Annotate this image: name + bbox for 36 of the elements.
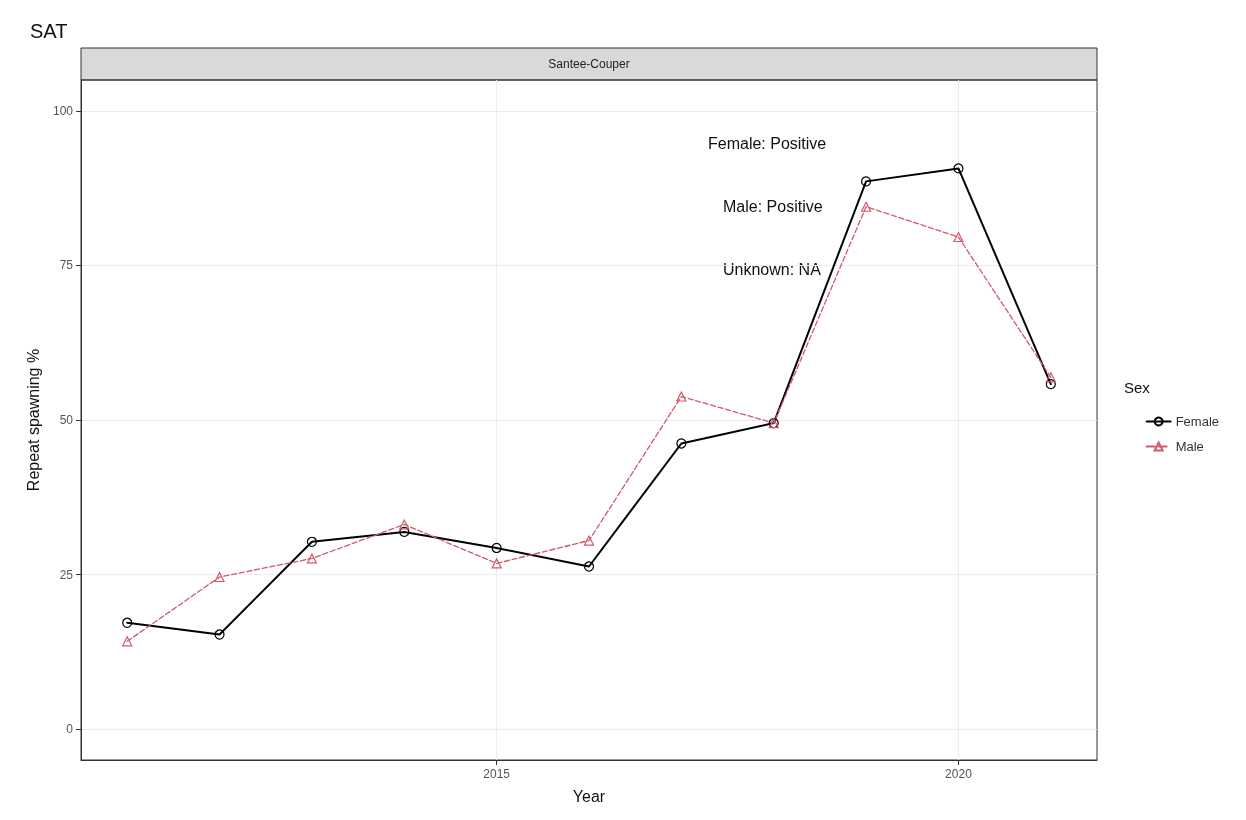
annotation: Female: Positive	[708, 134, 827, 152]
x-axis-title: Year	[572, 787, 606, 805]
point	[399, 519, 410, 530]
point	[583, 535, 595, 546]
y-tick-label: 75	[59, 258, 74, 273]
point	[1045, 379, 1056, 390]
point	[399, 526, 410, 537]
annotation: Male: Positive	[723, 197, 823, 215]
point	[122, 617, 133, 628]
chart-subtitle: Santee-Couper	[548, 57, 630, 71]
point	[306, 536, 318, 547]
point	[676, 391, 687, 402]
y-axis-title: Repeat spawning %	[24, 348, 42, 492]
y-tick-label: 50	[59, 413, 74, 427]
point	[676, 438, 687, 449]
point	[214, 571, 225, 583]
point	[491, 542, 502, 554]
legend-label: Male	[1175, 439, 1204, 454]
y-tick-label: 25	[59, 567, 74, 582]
legend-title: Sex	[1124, 379, 1151, 396]
point	[953, 163, 964, 174]
x-tick-label: 2020	[945, 767, 973, 781]
point	[1045, 372, 1056, 383]
point	[122, 636, 133, 647]
chart-title: SAT	[30, 20, 68, 42]
legend-label: Female	[1175, 414, 1220, 429]
y-tick-label: 100	[52, 103, 74, 118]
x-tick-label: 2015	[483, 767, 511, 781]
y-tick-label: 0	[66, 722, 74, 737]
point	[953, 231, 964, 243]
point	[860, 201, 872, 212]
point	[491, 558, 502, 569]
point	[214, 629, 225, 640]
point	[306, 553, 318, 564]
point	[583, 561, 595, 572]
point	[861, 176, 872, 187]
